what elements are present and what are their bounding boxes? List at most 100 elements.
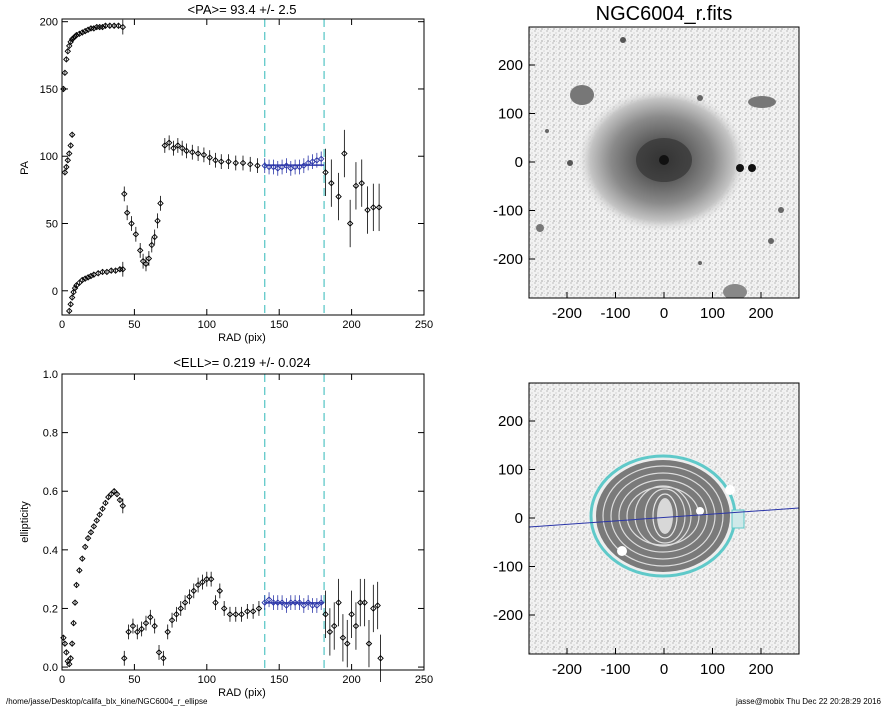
pa-data-point: [358, 179, 365, 187]
ell-data-point: [300, 602, 308, 609]
ell-data-point: [244, 608, 251, 615]
ell-data-point: [335, 599, 342, 606]
ell-data-point: [79, 555, 86, 562]
pa-data-point: [63, 163, 70, 171]
ell-data-point: [377, 655, 384, 662]
ell-plot-area: 0 50 100 150 200 250 0.0 0.2 0.4 0.6 0.8 1.0: [43, 369, 433, 686]
pa-data-point: [61, 69, 69, 77]
ell-data-point: [134, 628, 141, 636]
ell-data-point: [313, 602, 321, 609]
pa-data-point: [346, 220, 354, 227]
ell-data-point: [370, 605, 377, 612]
image-ytick-label: 100: [498, 106, 523, 123]
pa-data-point: [115, 22, 122, 29]
ell-ytick-label: 0.6: [43, 486, 58, 498]
ell-data-point: [151, 622, 158, 630]
pa-data-point: [225, 158, 232, 165]
pa-ytick-label: 200: [40, 17, 58, 29]
pa-data-point: [375, 204, 383, 211]
pa-data-point: [76, 30, 83, 38]
pa-xtick-label: 100: [198, 319, 216, 331]
pa-data-point: [84, 26, 92, 33]
ell-data-point: [232, 611, 239, 618]
pa-data-point: [79, 29, 86, 36]
ell-xtick-label: 200: [342, 674, 360, 686]
pa-data-point: [161, 142, 169, 149]
pa-data-point: [148, 241, 156, 249]
ell-data-point: [168, 616, 176, 624]
ell-xtick-label: 0: [59, 674, 65, 686]
ell-data-point: [73, 581, 80, 589]
ell-data-point: [121, 655, 128, 662]
ell-data-point: [261, 599, 268, 606]
ell-data-point: [203, 575, 211, 583]
image-ytick-label: -100: [493, 203, 523, 220]
ell-data-point: [212, 599, 219, 606]
ell-data-point: [194, 581, 202, 589]
ell-data-point: [216, 587, 224, 595]
ell-data-point: [339, 634, 347, 641]
ell-data-point: [87, 529, 95, 536]
pa-data-point: [270, 163, 277, 171]
ell-xtick-label: 250: [415, 674, 433, 686]
pa-data-point: [68, 131, 76, 138]
image-ytick-label: 200: [498, 413, 523, 430]
ell-ytick-label: 1.0: [43, 369, 58, 381]
ell-data-point: [352, 622, 360, 630]
ell-data-point: [357, 599, 364, 606]
image-ytick-label: -200: [493, 607, 523, 624]
pa-data-point: [132, 231, 140, 238]
ell-data-point: [326, 628, 334, 636]
pa-data-point: [99, 23, 106, 31]
image-ytick-label: 100: [498, 462, 523, 479]
pa-data-point: [119, 266, 127, 273]
ell-ytick-label: 0.8: [43, 428, 58, 440]
pa-plot-area: 0 50 100 150 200 250 0 50 100 150 200: [40, 17, 434, 331]
pa-data-point: [291, 163, 299, 171]
ell-data-point: [374, 602, 381, 609]
pa-data-point: [73, 31, 80, 39]
ell-data-point: [255, 605, 263, 612]
ell-data-point: [330, 622, 338, 630]
image-ytick-label: 200: [498, 57, 523, 74]
image-xtick-label: 100: [700, 305, 725, 322]
pa-data-point: [254, 162, 261, 169]
ellipse-overlay-image: [529, 383, 799, 654]
ell-data-point: [142, 619, 150, 627]
image-bottom-axes: -200 -200 -100 -100 0 0 100 100 200 200: [493, 413, 774, 678]
ell-data-point: [220, 605, 228, 612]
pa-data-point: [87, 272, 95, 280]
ell-data-point: [147, 614, 154, 621]
pa-data-point: [194, 150, 202, 157]
image-ytick-label: -200: [493, 251, 523, 268]
ell-axes-frame: [61, 373, 425, 671]
pa-data-point: [90, 25, 98, 32]
pa-data-point: [123, 209, 131, 216]
pa-data-point: [170, 144, 177, 152]
ell-data-point: [270, 599, 277, 606]
pa-data-point: [145, 255, 153, 262]
image-xtick-label: 200: [748, 661, 773, 678]
pa-data-point: [189, 148, 196, 156]
ell-xtick-label: 100: [198, 674, 216, 686]
pa-data-point: [106, 22, 114, 29]
image-xtick-label: -200: [552, 305, 582, 322]
ell-data-point: [199, 578, 206, 586]
image-xtick-label: -100: [600, 661, 630, 678]
ell-data-point: [71, 599, 79, 606]
ell-data-point: [70, 619, 77, 627]
ell-data-point: [138, 625, 145, 633]
ell-data-point: [186, 593, 193, 600]
ell-data-point: [119, 502, 127, 510]
pa-data-point: [110, 22, 118, 29]
ell-data-point: [278, 599, 286, 606]
pa-data-point: [84, 274, 92, 281]
image-title: NGC6004_r.fits: [596, 3, 733, 25]
ell-plot: <ELL>= 0.219 +/- 0.024 0 50 100 150 200 250 0.…: [19, 355, 433, 699]
pa-data-point: [322, 169, 329, 176]
pa-xtick-label: 250: [415, 319, 433, 331]
pa-data-point: [121, 190, 128, 198]
ell-data-point: [249, 608, 257, 615]
ell-data-point: [177, 605, 184, 612]
